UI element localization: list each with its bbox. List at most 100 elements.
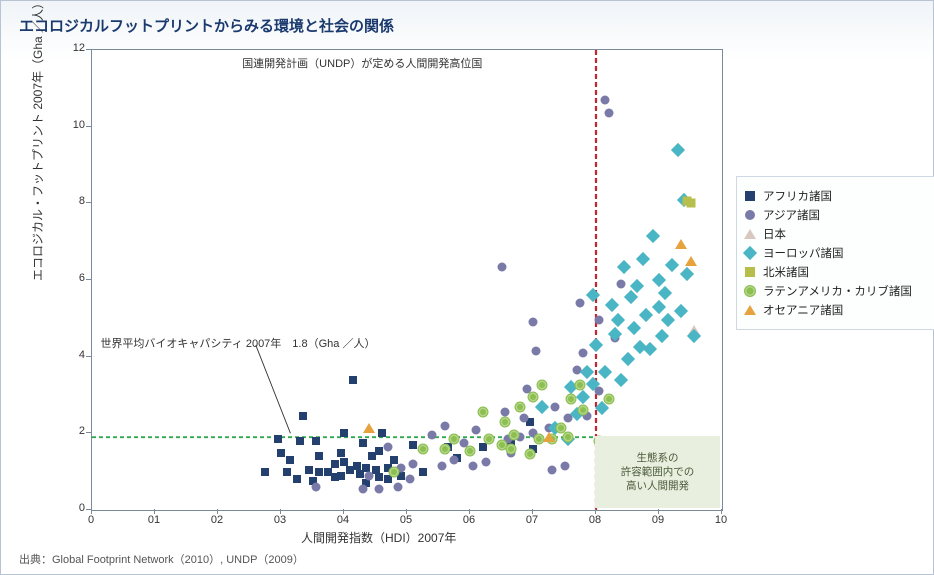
data-point-africa [349,376,357,384]
data-point-europe [613,315,623,325]
data-point-asia [472,425,481,434]
data-point-europe [588,290,598,300]
data-point-lac [449,434,460,445]
data-point-africa [375,447,383,455]
data-point-lac [483,434,494,445]
data-point-europe [663,315,673,325]
data-point-lac [499,416,510,427]
data-point-europe [673,145,683,155]
data-point-asia [440,421,449,430]
x-axis-label: 人間開発指数（HDI）2007年 [301,529,456,546]
data-point-africa [359,439,367,447]
legend-item-africa: アフリカ諸国 [743,188,928,204]
data-point-asia [601,95,610,104]
data-point-oceania [363,423,375,433]
data-point-europe [588,379,598,389]
data-point-asia [617,279,626,288]
data-point-asia [365,471,374,480]
chart-title: エコロジカルフットプリントからみる環境と社会の関係 [19,15,394,36]
europe-legend-icon [743,246,757,260]
data-point-europe [623,354,633,364]
legend-item-namer: 北米諸国 [743,264,928,280]
quadrant-line1: 生態系の [621,451,695,465]
data-point-europe [597,403,607,413]
y-tick: 12 [55,42,85,54]
data-point-lac [465,445,476,456]
data-point-africa [305,466,313,474]
legend-item-lac: ラテンアメリカ・カリブ諸国 [743,283,928,299]
legend-label: アジア諸国 [763,207,820,223]
quadrant-line2: 許容範囲内での [621,465,695,479]
data-point-africa [299,412,307,420]
data-point-europe [676,306,686,316]
data-point-asia [497,262,506,271]
data-point-africa [261,468,269,476]
data-point-europe [616,375,626,385]
legend-item-japan: 日本 [743,226,928,242]
data-point-europe [645,344,655,354]
data-point-africa [378,429,386,437]
data-point-europe [689,331,699,341]
data-point-lac [578,405,589,416]
legend-item-oceania: オセアニア諸国 [743,302,928,318]
data-point-asia [428,431,437,440]
y-axis-label: エコロジカル・フットプリント 2007年（Gha ／人） [29,0,46,281]
legend-item-asia: アジア諸国 [743,207,928,223]
legend-label: オセアニア諸国 [763,302,843,318]
data-point-europe [632,281,642,291]
data-point-africa [312,437,320,445]
data-point-europe [578,392,588,402]
data-point-asia [406,475,415,484]
data-point-europe [610,329,620,339]
asia-legend-icon [743,208,757,222]
data-point-asia [450,456,459,465]
x-tick: 04 [328,514,358,526]
data-point-lac [505,443,516,454]
data-point-africa [315,452,323,460]
data-point-lac [509,430,520,441]
x-tick: 09 [643,514,673,526]
data-point-africa [277,449,285,457]
data-point-asia [384,442,393,451]
data-point-namer [686,199,695,208]
data-point-africa [296,437,304,445]
y-tick: 10 [55,119,85,131]
data-point-lac [439,443,450,454]
data-point-lac [389,466,400,477]
quadrant-line3: 高い人間開発 [621,479,695,493]
data-point-asia [595,316,604,325]
data-point-africa [409,441,417,449]
data-point-europe [641,310,651,320]
data-point-asia [604,109,613,118]
data-point-africa [274,435,282,443]
data-point-europe [654,275,664,285]
data-point-asia [358,484,367,493]
data-point-asia [374,484,383,493]
data-point-lac [575,380,586,391]
data-point-africa [375,473,383,481]
data-point-africa [331,460,339,468]
data-point-lac [537,380,548,391]
data-point-europe [607,300,617,310]
data-point-europe [648,231,658,241]
legend-label: 北米諸国 [763,264,809,280]
data-point-asia [579,348,588,357]
data-point-asia [437,461,446,470]
africa-legend-icon [743,189,757,203]
data-point-asia [409,460,418,469]
data-point-africa [286,456,294,464]
data-point-asia [481,458,490,467]
y-tick: 4 [55,349,85,361]
data-point-oceania [543,432,555,442]
data-point-africa [293,475,301,483]
data-point-lac [524,449,535,460]
y-tick: 0 [55,502,85,514]
data-point-europe [626,292,636,302]
legend-label: 日本 [763,226,786,242]
x-tick: 01 [139,514,169,526]
legend: アフリカ諸国アジア諸国日本ヨーロッパ諸国北米諸国ラテンアメリカ・カリブ諸国オセア… [736,176,934,330]
japan-legend-icon [743,227,757,241]
data-point-africa [337,472,345,480]
data-point-africa [337,449,345,457]
y-tick: 8 [55,195,85,207]
